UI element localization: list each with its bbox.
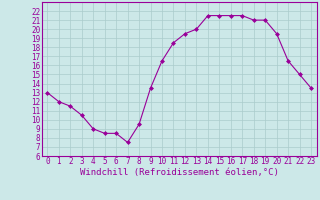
X-axis label: Windchill (Refroidissement éolien,°C): Windchill (Refroidissement éolien,°C): [80, 168, 279, 177]
